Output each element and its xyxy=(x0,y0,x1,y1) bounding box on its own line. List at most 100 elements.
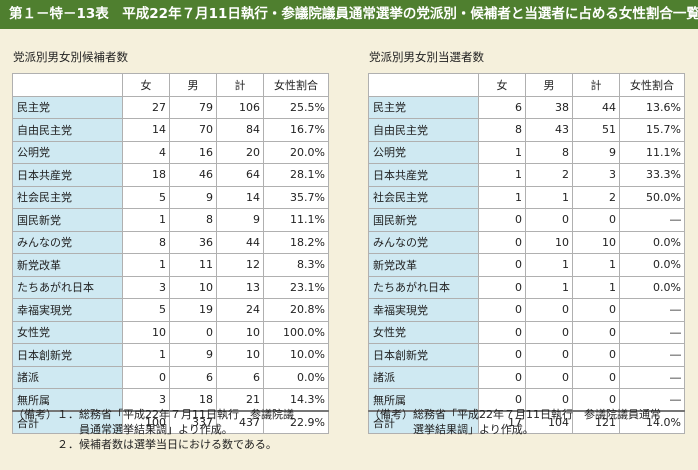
party-name-cell: 民主党 xyxy=(12,95,123,119)
table-row: たちあがれ日本 3 10 13 23.1% xyxy=(12,275,329,299)
table-row: 日本共産党 1 2 3 33.3% xyxy=(368,163,685,187)
party-name-cell: 日本創新党 xyxy=(368,343,479,367)
value-cell: ― xyxy=(619,343,685,367)
value-cell: 6 xyxy=(216,365,264,389)
value-cell: 0 xyxy=(478,253,526,277)
value-cell: 1 xyxy=(525,253,573,277)
party-name-cell: みんなの党 xyxy=(12,230,123,254)
value-cell: 70 xyxy=(169,118,217,142)
value-cell: 0 xyxy=(572,208,620,232)
table-row: 女性党 0 0 0 ― xyxy=(368,320,685,344)
value-cell: 79 xyxy=(169,95,217,119)
value-cell: 4 xyxy=(122,140,170,164)
value-cell: 23.1% xyxy=(263,275,329,299)
value-cell: 14.0% xyxy=(619,410,685,434)
value-cell: 46 xyxy=(169,163,217,187)
value-cell: 1 xyxy=(122,208,170,232)
value-cell: 8 xyxy=(478,118,526,142)
table-row: 公明党 1 8 9 11.1% xyxy=(368,140,685,164)
party-name-cell: みんなの党 xyxy=(368,230,479,254)
value-cell: 36 xyxy=(169,230,217,254)
table-row: 自由民主党 14 70 84 16.7% xyxy=(12,118,329,142)
table-row: 幸福実現党 5 19 24 20.8% xyxy=(12,298,329,322)
value-cell: 0.0% xyxy=(619,230,685,254)
value-cell: 0 xyxy=(572,365,620,389)
table-row: 新党改革 1 11 12 8.3% xyxy=(12,253,329,277)
value-cell: 8 xyxy=(169,208,217,232)
value-cell: 6 xyxy=(478,95,526,119)
party-name-cell: たちあがれ日本 xyxy=(12,275,123,299)
value-cell: 100.0% xyxy=(263,320,329,344)
value-cell: 121 xyxy=(572,410,620,434)
column-header: 女性割合 xyxy=(263,73,329,97)
value-cell: 9 xyxy=(216,208,264,232)
table-row: 社会民主党 5 9 14 35.7% xyxy=(12,185,329,209)
party-name-cell: 新党改革 xyxy=(12,253,123,277)
value-cell: 0 xyxy=(525,343,573,367)
note-line: （備考）総務省「平成22年７月11日執行 参議院議員通常 xyxy=(369,408,661,421)
value-cell: 5 xyxy=(122,185,170,209)
table-row: 国民新党 1 8 9 11.1% xyxy=(12,208,329,232)
value-cell: 3 xyxy=(122,275,170,299)
column-header: 計 xyxy=(216,73,264,97)
value-cell: 17 xyxy=(478,410,526,434)
value-cell: 16 xyxy=(169,140,217,164)
value-cell: 10 xyxy=(216,320,264,344)
value-cell: ― xyxy=(619,298,685,322)
candidates-caption: 党派別男女別候補者数 xyxy=(13,50,128,64)
value-cell: 50.0% xyxy=(619,185,685,209)
value-cell: 14 xyxy=(122,118,170,142)
value-cell: 0 xyxy=(572,343,620,367)
value-cell: 1 xyxy=(122,253,170,277)
table-row: 日本共産党 18 46 64 28.1% xyxy=(12,163,329,187)
value-cell: 38 xyxy=(525,95,573,119)
party-name-cell: 無所属 xyxy=(368,388,479,412)
value-cell: 10 xyxy=(169,275,217,299)
value-cell: 9 xyxy=(169,343,217,367)
value-cell: 0 xyxy=(525,365,573,389)
header-row: 女男計女性割合 xyxy=(368,73,685,97)
table-row: 公明党 4 16 20 20.0% xyxy=(12,140,329,164)
table-row: 国民新党 0 0 0 ― xyxy=(368,208,685,232)
value-cell: 14.3% xyxy=(263,388,329,412)
table-row: みんなの党 0 10 10 0.0% xyxy=(368,230,685,254)
value-cell: 24 xyxy=(216,298,264,322)
column-header: 計 xyxy=(572,73,620,97)
value-cell: 10 xyxy=(525,230,573,254)
value-cell: 0 xyxy=(478,298,526,322)
value-cell: 0.0% xyxy=(619,275,685,299)
total-row: 合計 17 104 121 14.0% xyxy=(368,410,685,434)
value-cell: ― xyxy=(619,208,685,232)
value-cell: 28.1% xyxy=(263,163,329,187)
value-cell: 0 xyxy=(572,320,620,344)
column-header: 男 xyxy=(525,73,573,97)
value-cell: 6 xyxy=(169,365,217,389)
header-corner xyxy=(368,73,479,97)
party-name-cell: 女性党 xyxy=(12,320,123,344)
table-title: 第１－特－13表 平成22年７月11日執行・参議院議員通常選挙の党派別・候補者と… xyxy=(0,0,698,29)
value-cell: 12 xyxy=(216,253,264,277)
party-name-cell: 新党改革 xyxy=(368,253,479,277)
party-name-cell: 諸派 xyxy=(368,365,479,389)
party-name-cell: 公明党 xyxy=(12,140,123,164)
value-cell: ― xyxy=(619,388,685,412)
value-cell: 437 xyxy=(216,410,264,434)
value-cell: 1 xyxy=(478,185,526,209)
header-row: 女男計女性割合 xyxy=(12,73,329,97)
party-name-cell: たちあがれ日本 xyxy=(368,275,479,299)
column-header: 女 xyxy=(478,73,526,97)
table-row: 女性党 10 0 10 100.0% xyxy=(12,320,329,344)
winners-table: 女男計女性割合 民主党 6 38 44 13.6% 自由民主党 8 43 51 15.7% 公明党 1… xyxy=(368,73,685,434)
value-cell: 0 xyxy=(478,230,526,254)
value-cell: 0 xyxy=(478,320,526,344)
total-row: 合計 100 337 437 22.9% xyxy=(12,410,329,434)
value-cell: 0 xyxy=(525,298,573,322)
value-cell: 1 xyxy=(525,185,573,209)
value-cell: 25.5% xyxy=(263,95,329,119)
table-row: 無所属 3 18 21 14.3% xyxy=(12,388,329,412)
candidates-table: 女男計女性割合 民主党 27 79 106 25.5% 自由民主党 14 70 84 16.7% 公… xyxy=(12,73,329,434)
value-cell: 20.0% xyxy=(263,140,329,164)
value-cell: 20 xyxy=(216,140,264,164)
value-cell: ― xyxy=(619,320,685,344)
value-cell: 14 xyxy=(216,185,264,209)
